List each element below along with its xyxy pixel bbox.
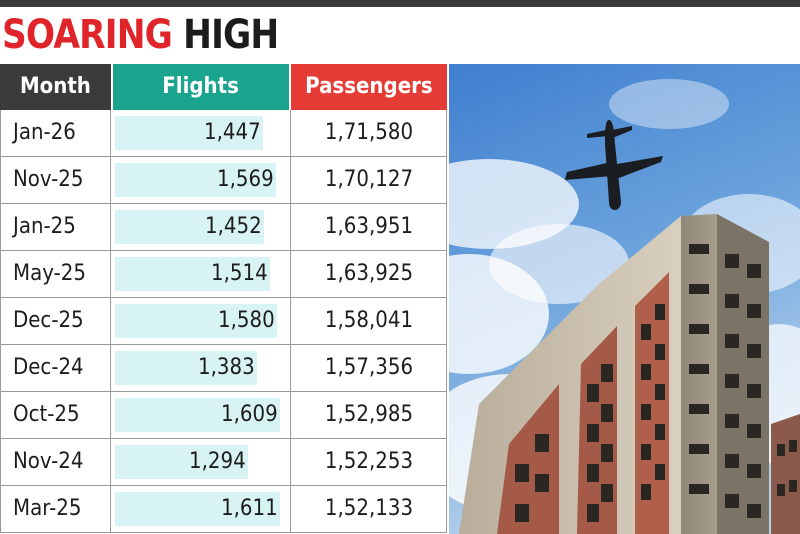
flights-cell: 1,452 — [111, 204, 291, 250]
column-header-flights: Flights — [113, 64, 289, 110]
title-part-red: SOARING — [2, 12, 173, 58]
column-header-month: Month — [0, 64, 111, 110]
month-cell: Oct-25 — [0, 392, 111, 438]
flights-cell: 1,447 — [111, 110, 291, 156]
flights-bar — [115, 445, 248, 479]
flights-value: 1,580 — [218, 308, 275, 333]
flights-cell: 1,611 — [111, 486, 291, 532]
table-row: Jan-26 1,447 1,71,580 — [0, 110, 447, 157]
table-row: Dec-25 1,580 1,58,041 — [0, 298, 447, 345]
month-cell: May-25 — [0, 251, 111, 297]
month-cell: Mar-25 — [0, 486, 111, 532]
top-rule — [0, 0, 800, 7]
month-cell: Nov-24 — [0, 439, 111, 485]
month-cell: Dec-25 — [0, 298, 111, 344]
page-title: SOARING HIGH — [2, 10, 279, 60]
table-row: Oct-25 1,609 1,52,985 — [0, 392, 447, 439]
flights-value: 1,452 — [205, 214, 262, 239]
airplane-icon — [565, 120, 663, 210]
month-cell: Jan-25 — [0, 204, 111, 250]
flights-value: 1,611 — [221, 496, 278, 521]
flights-cell: 1,514 — [111, 251, 291, 297]
flights-bar — [115, 492, 280, 526]
flights-bar — [115, 398, 280, 432]
passengers-cell: 1,58,041 — [291, 298, 447, 344]
flights-value: 1,383 — [198, 355, 255, 380]
flights-bar — [115, 163, 276, 197]
column-header-passengers: Passengers — [291, 64, 447, 110]
flights-bar — [115, 257, 270, 291]
table-row: Nov-24 1,294 1,52,253 — [0, 439, 447, 486]
flights-bar — [115, 304, 277, 338]
flights-value: 1,514 — [211, 261, 268, 286]
passengers-cell: 1,52,985 — [291, 392, 447, 438]
passengers-cell: 1,63,925 — [291, 251, 447, 297]
flights-cell: 1,383 — [111, 345, 291, 391]
flights-cell: 1,609 — [111, 392, 291, 438]
passengers-cell: 1,70,127 — [291, 157, 447, 203]
month-cell: Dec-24 — [0, 345, 111, 391]
airplane-over-building-illustration — [449, 64, 800, 534]
passengers-cell: 1,63,951 — [291, 204, 447, 250]
table-row: Dec-24 1,383 1,57,356 — [0, 345, 447, 392]
flights-value: 1,609 — [221, 402, 278, 427]
flights-value: 1,447 — [204, 120, 261, 145]
table-body: Jan-26 1,447 1,71,580 Nov-25 1,569 1,70,127 Ja… — [0, 110, 447, 534]
flights-cell: 1,569 — [111, 157, 291, 203]
title-part-dark: HIGH — [183, 12, 279, 58]
data-table: Month Flights Passengers Jan-26 1,447 1,71… — [0, 64, 447, 534]
flights-bar — [115, 116, 263, 150]
passengers-cell: 1,71,580 — [291, 110, 447, 156]
table-row: Nov-25 1,569 1,70,127 — [0, 157, 447, 204]
flights-cell: 1,580 — [111, 298, 291, 344]
passengers-cell: 1,52,133 — [291, 486, 447, 532]
passengers-cell: 1,57,356 — [291, 345, 447, 391]
flights-value: 1,569 — [217, 167, 274, 192]
month-cell: Jan-26 — [0, 110, 111, 156]
table-row: Jan-25 1,452 1,63,951 — [0, 204, 447, 251]
flights-bar — [115, 210, 264, 244]
flights-bar — [115, 351, 257, 385]
building — [459, 214, 800, 534]
airplane-building-photo — [449, 64, 800, 534]
table-row: Mar-25 1,611 1,52,133 — [0, 486, 447, 533]
flights-cell: 1,294 — [111, 439, 291, 485]
month-cell: Nov-25 — [0, 157, 111, 203]
flights-value: 1,294 — [189, 449, 246, 474]
table-row: May-25 1,514 1,63,925 — [0, 251, 447, 298]
passengers-cell: 1,52,253 — [291, 439, 447, 485]
